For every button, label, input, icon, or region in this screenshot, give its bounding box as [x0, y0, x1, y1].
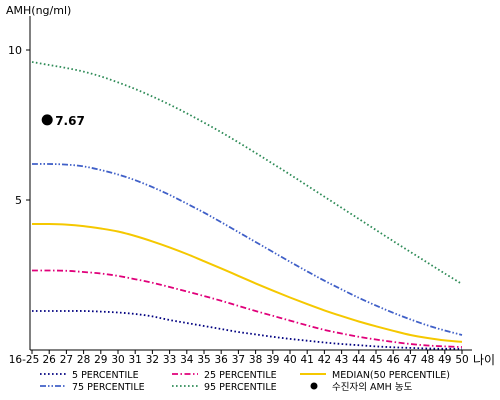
x-tick-label: 48	[421, 354, 434, 366]
x-tick-label: 35	[197, 354, 210, 366]
x-tick-label: 47	[404, 354, 417, 366]
axes	[29, 16, 472, 351]
legend-label: MEDIAN(50 PERCENTILE)	[332, 370, 450, 381]
x-tick-label: 46	[387, 354, 401, 366]
y-tick-label: 10	[8, 44, 22, 57]
x-tick-label: 28	[77, 354, 90, 366]
x-tick-label: 32	[146, 354, 159, 366]
x-tick-label: 30	[111, 354, 124, 366]
x-tick-label: 44	[352, 354, 366, 366]
patient-amh-label: 7.67	[55, 114, 85, 128]
y-tick-label: 5	[15, 194, 22, 207]
legend-label: 25 PERCENTILE	[204, 370, 277, 381]
x-tick-label: 34	[180, 354, 194, 366]
series-line	[31, 163, 463, 336]
series-line	[31, 61, 463, 285]
series-line	[31, 222, 463, 343]
x-tick-label: 37	[232, 354, 245, 366]
y-axis-ticks: 5 10	[8, 44, 30, 207]
legend-label: 75 PERCENTILE	[72, 382, 145, 393]
y-axis-label: AMH(ng/ml)	[6, 4, 71, 17]
x-tick-label: 38	[249, 354, 262, 366]
legend-label: 5 PERCENTILE	[72, 370, 139, 381]
legend-label: 95 PERCENTILE	[204, 382, 277, 393]
x-tick-label: 45	[369, 354, 382, 366]
x-tick-label: 33	[163, 354, 176, 366]
x-tick-label: 27	[60, 354, 73, 366]
x-tick-label: 16-25	[9, 354, 40, 366]
x-axis-ticks: 16-25 26 27 28 29 30 31 32 33 34 35 36 37 38 39 40 41 42 4…	[9, 350, 469, 366]
series-line	[32, 310, 463, 350]
x-tick-label: 43	[335, 354, 348, 366]
legend-label: 수진자의 AMH 농도	[332, 382, 413, 393]
series-lines	[31, 61, 463, 350]
x-tick-label: 49	[438, 354, 451, 366]
legend-marker-swatch	[310, 382, 318, 390]
x-tick-label: 40	[283, 354, 296, 366]
x-tick-label: 31	[129, 354, 142, 366]
series-line	[31, 269, 463, 348]
x-tick-label: 29	[94, 354, 107, 366]
x-tick-label: 39	[266, 354, 279, 366]
x-tick-label: 42	[318, 354, 331, 366]
x-tick-label: 26	[43, 354, 57, 366]
x-tick-label: 50	[455, 354, 468, 366]
x-tick-label: 41	[301, 354, 314, 366]
patient-amh-point	[41, 114, 53, 126]
x-axis-label: 나이	[473, 353, 495, 367]
patient-marker: 7.67	[41, 114, 85, 128]
x-tick-label: 36	[215, 354, 229, 366]
